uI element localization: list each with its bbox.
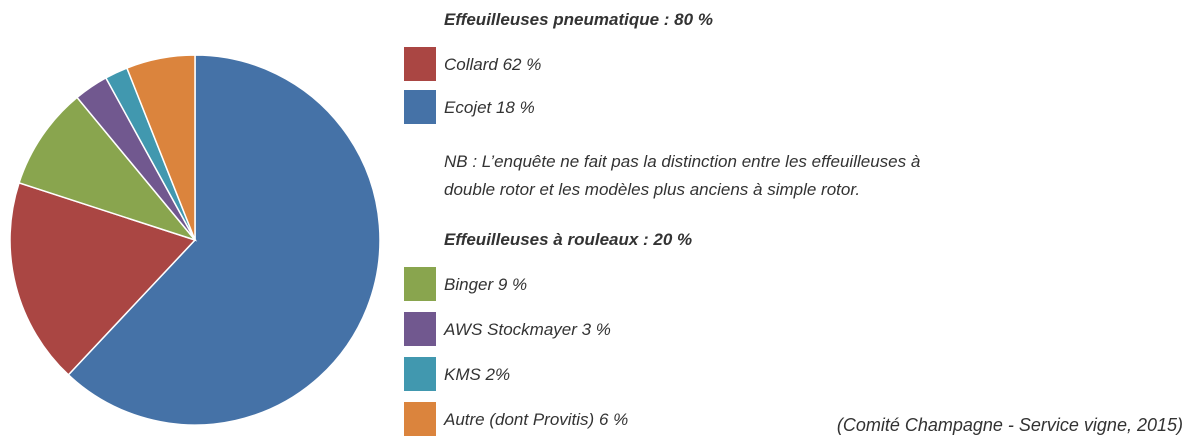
legend-label: KMS 2% xyxy=(444,365,511,384)
pie-slice xyxy=(125,54,196,241)
legend-heading: Effeuilleuses à rouleaux : 20 % xyxy=(444,230,693,249)
pie-slice xyxy=(67,54,381,426)
note: NB : L’enquête ne fait pas la distinctio… xyxy=(444,152,921,171)
legend-swatch xyxy=(404,357,436,391)
legend-label: AWS Stockmayer 3 % xyxy=(444,320,611,339)
pie-chart xyxy=(9,54,381,426)
legend-swatch xyxy=(404,402,436,436)
legend-heading: Effeuilleuses pneumatique : 80 % xyxy=(444,10,713,29)
legend-swatch xyxy=(404,312,436,346)
legend-swatch xyxy=(404,267,436,301)
legend-swatch xyxy=(404,47,436,81)
pie-slice xyxy=(18,96,198,242)
note: double rotor et les modèles plus anciens… xyxy=(444,180,861,199)
source: (Comité Champagne - Service vigne, 2015) xyxy=(836,415,1183,435)
legend-label: Binger 9 % xyxy=(444,275,528,294)
legend-label: Ecojet 18 % xyxy=(444,98,535,117)
legend-label: Collard 62 % xyxy=(444,55,542,74)
legend-swatch xyxy=(404,90,436,124)
legend-label: Autre (dont Provitis) 6 % xyxy=(444,410,629,429)
pie-slice xyxy=(9,181,197,376)
